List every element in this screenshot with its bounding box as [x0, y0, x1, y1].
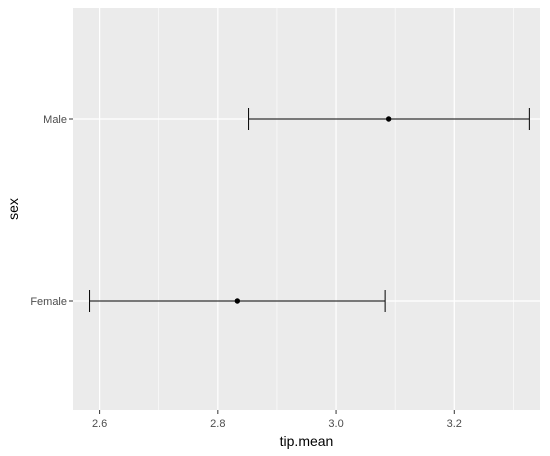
panel-background	[73, 8, 540, 410]
x-tick-label: 2.8	[210, 418, 225, 430]
x-tick-label: 2.6	[92, 418, 107, 430]
y-tick-label: Female	[30, 296, 67, 308]
y-tick-label: Male	[43, 114, 67, 126]
mean-point	[234, 298, 241, 304]
marks	[89, 108, 530, 312]
x-tick-label: 3.0	[328, 418, 343, 430]
y-axis-title: sex	[5, 198, 21, 220]
grid-minor	[158, 8, 514, 410]
axes: 2.6 2.8 3.0 3.2 Female Male	[30, 114, 462, 430]
x-axis-title: tip.mean	[280, 433, 334, 449]
x-tick-label: 3.2	[447, 418, 462, 430]
watermark: https://blog.csdn.net/LL_2048	[356, 430, 540, 446]
mean-point	[385, 116, 392, 122]
